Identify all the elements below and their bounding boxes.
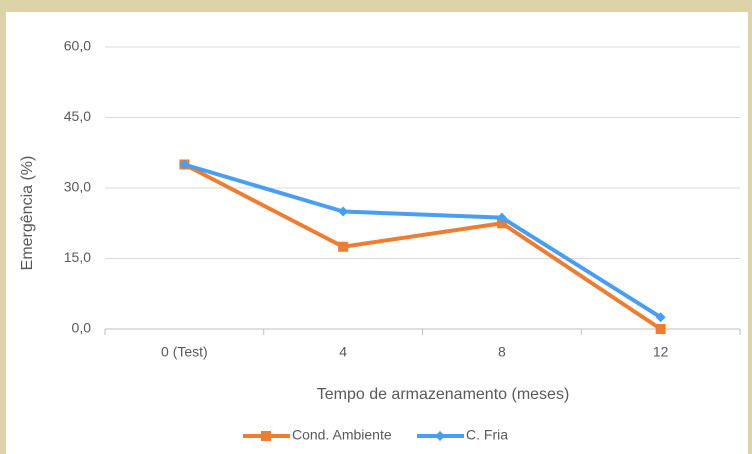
legend-marker	[261, 431, 271, 441]
y-tick-label: 60,0	[64, 38, 91, 54]
y-tick-label: 45,0	[64, 108, 91, 124]
point-marker	[338, 241, 349, 252]
x-tick-label: 8	[498, 344, 506, 360]
x-axis-title: Tempo de armazenamento (meses)	[317, 386, 570, 403]
y-axis-title: Emergência (%)	[19, 156, 36, 271]
point-marker	[338, 206, 349, 217]
y-tick-label: 0,0	[72, 320, 92, 336]
x-tick-label: 4	[339, 344, 347, 360]
x-tick-label: 0 (Test)	[161, 344, 208, 360]
legend-marker	[435, 431, 445, 441]
point-marker	[179, 159, 190, 170]
legend-label: Cond. Ambiente	[292, 427, 392, 443]
legend-label: C. Fria	[466, 427, 508, 443]
point-marker	[496, 218, 507, 229]
y-tick-label: 30,0	[64, 179, 91, 195]
point-marker	[496, 212, 507, 223]
chart-background	[6, 12, 748, 454]
series-line	[183, 162, 662, 319]
y-tick-label: 15,0	[64, 249, 91, 265]
point-marker	[655, 324, 666, 334]
x-tick-label: 12	[653, 344, 669, 360]
series-line	[183, 162, 662, 331]
point-marker	[655, 312, 666, 323]
